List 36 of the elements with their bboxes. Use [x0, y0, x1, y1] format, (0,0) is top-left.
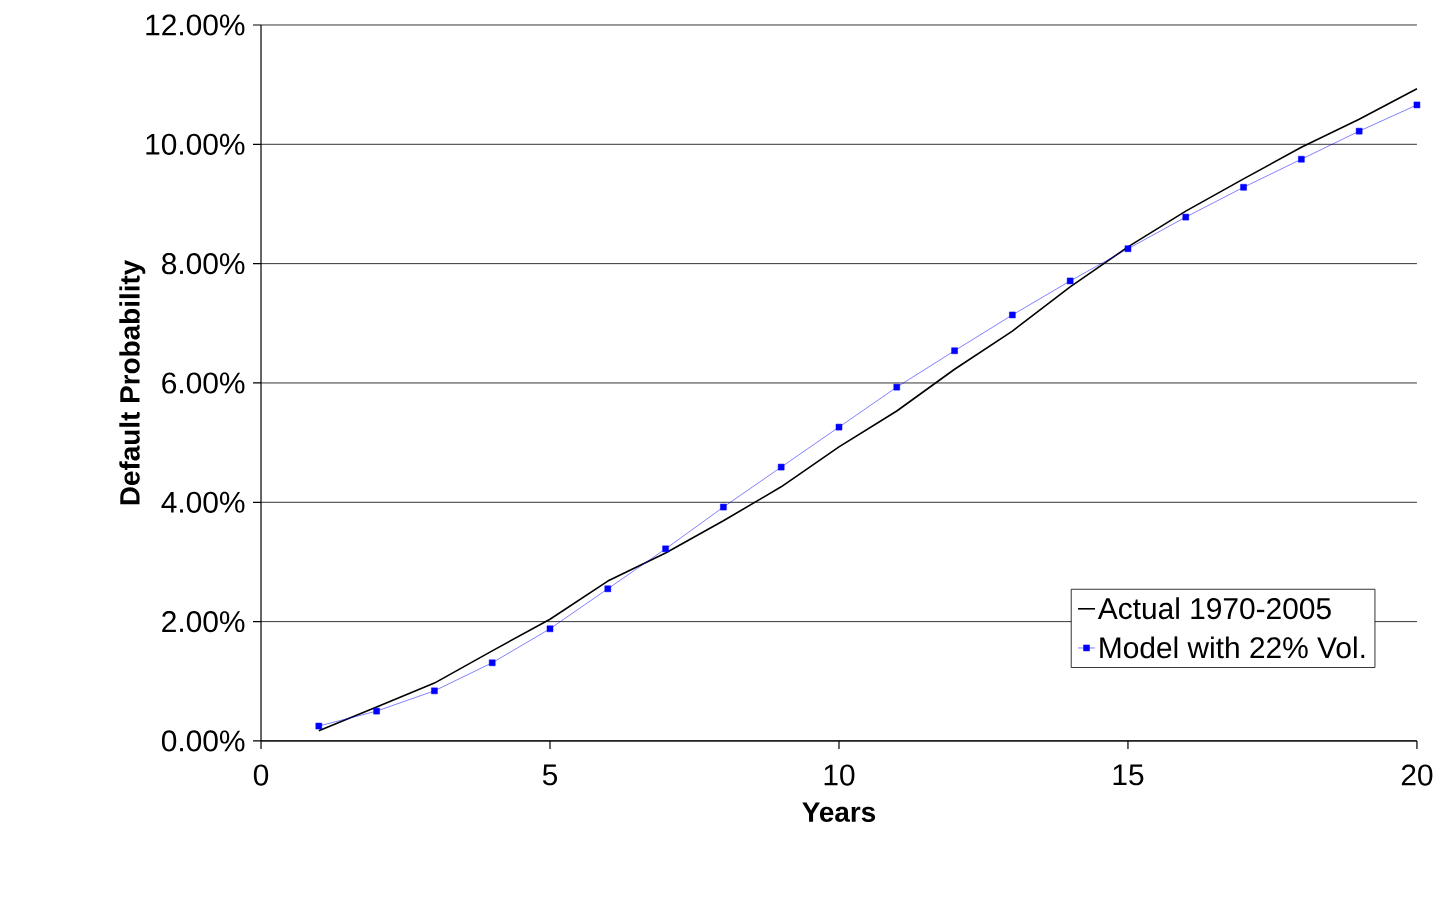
x-tick-label: 10 [824, 764, 855, 786]
point [662, 545, 669, 553]
legend-label: Model with 22% Vol. [1100, 636, 1365, 659]
y-tick-label: 8.00% [162, 253, 245, 275]
x-axis-title: Years [802, 802, 876, 822]
x-tick-label: 20 [1401, 764, 1433, 786]
y-tick-label: 6.00% [162, 372, 245, 394]
y-tick-label: 12.00% [146, 14, 245, 36]
y-tick-label: 2.00% [162, 611, 245, 633]
y-tick-label: 10.00% [146, 133, 245, 155]
point [1240, 184, 1247, 191]
y-tick-label: 0.00% [161, 730, 245, 752]
point [488, 659, 496, 667]
point [1009, 311, 1016, 319]
x-tick-label: 0 [253, 764, 269, 786]
point [1413, 101, 1421, 109]
point [835, 423, 843, 431]
point [1355, 127, 1363, 135]
point [315, 722, 323, 730]
point [893, 383, 901, 391]
y-tick-label: 4.00% [161, 491, 245, 513]
point [951, 347, 958, 355]
point [431, 687, 438, 695]
point [1124, 245, 1132, 252]
point [1182, 213, 1190, 221]
point [777, 463, 785, 471]
y-axis-title: Default Probability [119, 259, 146, 505]
point [1298, 155, 1305, 163]
legend-label: Actual 1970-2005 [1097, 597, 1331, 620]
x-tick-label: 15 [1113, 764, 1144, 786]
x-tick-label: 5 [542, 764, 558, 786]
point [720, 503, 727, 511]
point [373, 707, 380, 715]
point [1066, 277, 1074, 285]
point [604, 585, 612, 593]
point [546, 625, 554, 633]
